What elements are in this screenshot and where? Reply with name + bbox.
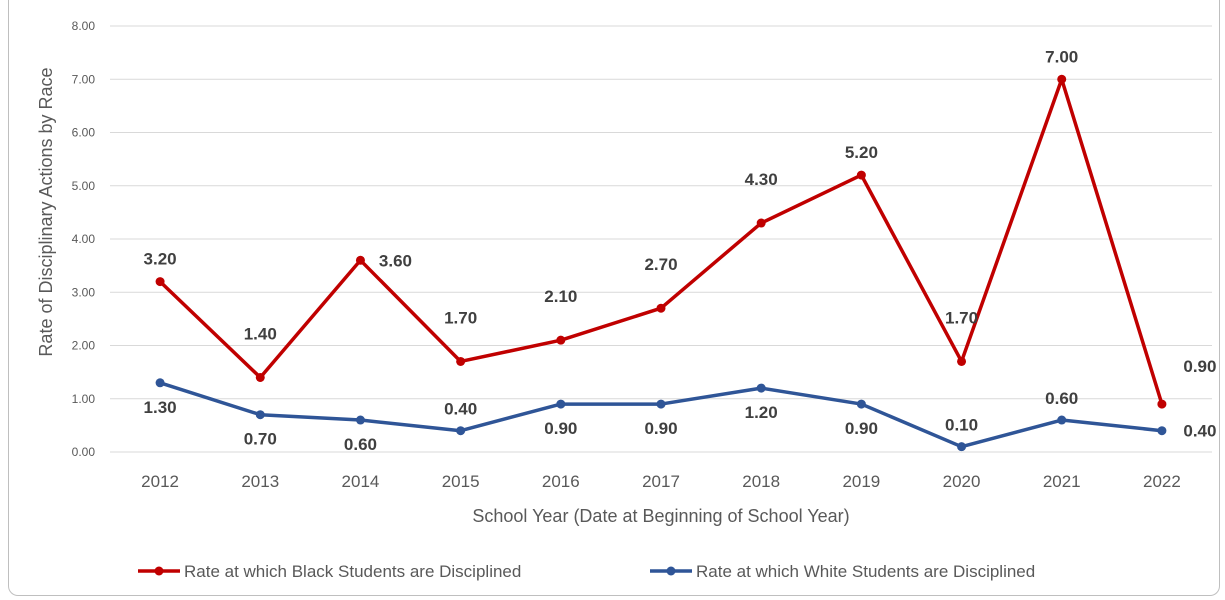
data-label: 1.40 [244,324,277,343]
data-point [656,399,666,409]
data-point [556,399,566,409]
data-point [656,303,666,313]
data-label: 0.60 [344,435,377,454]
series-line-0 [158,77,1164,405]
data-point [1057,74,1067,84]
x-tick-label: 2017 [642,472,680,491]
x-tick-labels: 2012 2013 2014 2015 2016 2017 2018 2019 2020 2021… [141,472,1181,491]
x-tick-label: 2013 [241,472,279,491]
data-point [355,255,365,265]
data-label: 5.20 [845,143,878,162]
data-label: 3.20 [144,250,177,269]
data-point [856,399,866,409]
y-tick-label: 7.00 [72,72,96,86]
data-label: 0.90 [644,419,677,438]
x-tick-label: 2022 [1143,472,1181,491]
data-point [456,426,466,436]
x-tick-label: 2019 [842,472,880,491]
data-point [155,378,165,388]
y-tick-label: 0.00 [72,445,96,459]
y-tick-label: 8.00 [72,19,96,33]
series-layer [155,74,1167,452]
data-label: 2.10 [544,287,577,306]
x-tick-label: 2016 [542,472,580,491]
data-label: 0.60 [1045,389,1078,408]
data-label: 7.00 [1045,47,1078,66]
x-tick-label: 2014 [342,472,380,491]
grid-layer [110,25,1212,453]
data-label: 1.70 [444,308,477,327]
data-label: 0.40 [1183,422,1216,441]
y-tick-label: 1.00 [72,392,96,406]
data-point [255,372,265,382]
y-tick-label: 5.00 [72,179,96,193]
x-axis-title: School Year (Date at Beginning of School… [472,506,849,526]
y-tick-labels: 0.00 1.00 2.00 3.00 4.00 5.00 6.00 7.00 8.00 [72,19,96,459]
chart-frame [8,0,1220,596]
data-point [456,356,466,366]
data-point [957,442,967,452]
data-label: 0.40 [444,400,477,419]
legend-marker [154,566,164,576]
legend-marker [666,566,676,576]
data-label: 0.90 [544,419,577,438]
data-point [355,415,365,425]
data-label: 1.30 [144,398,177,417]
legend-label: Rate at which White Students are Discipl… [696,562,1035,581]
data-point [556,335,566,345]
data-label: 1.70 [945,308,978,327]
data-point [155,277,165,287]
x-tick-label: 2018 [742,472,780,491]
data-label: 0.10 [945,416,978,435]
legend-label: Rate at which Black Students are Discipl… [184,562,521,581]
data-label: 0.90 [845,419,878,438]
y-tick-label: 3.00 [72,285,96,299]
y-tick-label: 4.00 [72,232,96,246]
data-point [756,218,766,228]
data-point [255,410,265,420]
data-label: 3.60 [379,251,412,270]
legend: Rate at which Black Students are Discipl… [138,562,1035,581]
x-tick-label: 2015 [442,472,480,491]
data-point [1157,399,1167,409]
data-point [856,170,866,180]
data-label: 1.20 [745,403,778,422]
data-point [1157,426,1167,436]
y-axis-title: Rate of Disciplinary Actions by Race [36,67,56,356]
data-label: 0.90 [1183,357,1216,376]
data-point [957,356,967,366]
data-label: 4.30 [745,170,778,189]
data-point [756,383,766,393]
y-tick-label: 2.00 [72,339,96,353]
data-label: 0.70 [244,430,277,449]
x-tick-label: 2021 [1043,472,1081,491]
y-tick-label: 6.00 [72,126,96,140]
data-point [1057,415,1067,425]
data-label-layer: 3.20 1.40 3.60 1.70 2.10 2.70 4.30 5.20 1.70 7.00… [144,47,1217,454]
data-label: 2.70 [644,255,677,274]
x-tick-label: 2012 [141,472,179,491]
x-tick-label: 2020 [943,472,981,491]
